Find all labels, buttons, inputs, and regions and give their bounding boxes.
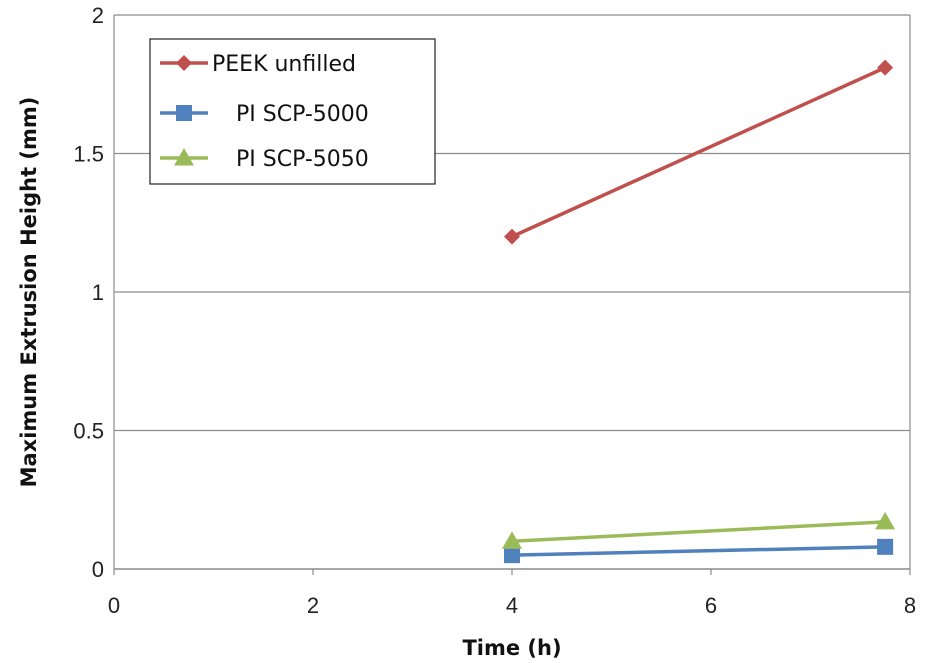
x-tick-label: 0	[108, 593, 120, 618]
data-point	[877, 59, 894, 76]
series-line	[511, 545, 886, 557]
legend-entry: PI SCP-5050	[160, 147, 369, 172]
x-axis-title: Time (h)	[462, 636, 561, 660]
legend-swatch-marker	[174, 148, 194, 166]
data-point	[504, 228, 520, 245]
series-line	[511, 520, 886, 544]
legend-entry: PI SCP-5000	[160, 102, 369, 127]
x-tick-label: 8	[904, 593, 916, 618]
x-tick-label: 6	[705, 593, 717, 618]
series-1	[504, 538, 894, 564]
legend-entry: PEEK unfilled	[160, 52, 356, 77]
legend-label: PI SCP-5050	[236, 147, 369, 172]
y-tick-label: 0.5	[73, 419, 104, 444]
series-2	[502, 511, 896, 549]
y-tick-label: 1	[92, 280, 104, 305]
legend-swatch-marker	[176, 55, 192, 71]
y-tick-label: 2	[92, 3, 104, 28]
series-layer	[502, 59, 896, 564]
series-0	[504, 59, 894, 245]
x-tick-labels: 0 2 4 6 8	[108, 569, 916, 618]
data-point	[504, 547, 520, 564]
legend-swatch-marker	[176, 105, 192, 121]
legend: PEEK unfilled PI SCP-5000 PI SCP-5050	[149, 38, 436, 185]
legend-label: PEEK unfilled	[212, 52, 356, 77]
legend-label: PI SCP-5000	[236, 102, 369, 127]
y-tick-label: 0	[92, 557, 104, 582]
y-tick-labels: 0 0.5 1 1.5 2	[73, 3, 104, 582]
x-tick-label: 2	[307, 593, 319, 618]
y-tick-label: 1.5	[73, 142, 104, 167]
data-point	[502, 531, 522, 549]
data-point	[877, 538, 894, 555]
series-line	[511, 66, 886, 239]
x-tick-label: 4	[506, 593, 518, 618]
data-point	[875, 511, 896, 530]
y-axis-title: Maximum Extrusion Height (mm)	[17, 97, 41, 488]
